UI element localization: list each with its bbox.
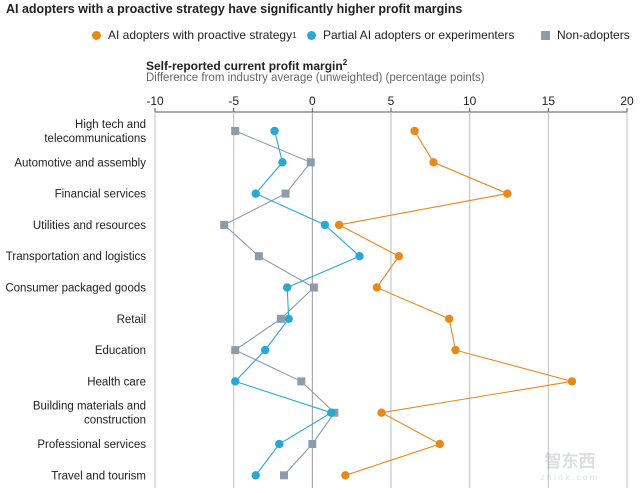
x-tick-label: 0 xyxy=(309,94,316,108)
category-label: Automotive and assembly xyxy=(14,157,146,169)
category-label: Health care xyxy=(87,376,146,388)
x-tick-label: 15 xyxy=(542,94,556,108)
data-point-circle xyxy=(251,189,260,198)
data-point-square xyxy=(280,471,289,480)
data-point-square xyxy=(309,283,318,292)
data-point-circle xyxy=(251,471,260,480)
data-point-square xyxy=(231,346,240,355)
data-point-circle xyxy=(394,252,404,261)
series-line xyxy=(337,130,573,476)
legend-label-proactive: AI adopters with proactive strategy xyxy=(108,28,293,42)
data-point-circle xyxy=(334,220,344,230)
data-point-circle xyxy=(410,126,419,136)
axis-title-text: Self-reported current profit margin xyxy=(146,59,343,73)
category-label: Utilities and resources xyxy=(33,220,146,232)
category-label: Education xyxy=(95,345,146,357)
x-tick-label: -10 xyxy=(146,94,164,108)
category-label: High tech and xyxy=(75,119,146,131)
data-point-circle xyxy=(320,220,330,230)
legend-label-partial: Partial AI adopters or experimenters xyxy=(323,28,515,42)
axis-subtitle: Difference from industry average (unweig… xyxy=(146,72,485,84)
x-tick-label: 10 xyxy=(463,94,477,108)
legend-marker-partial xyxy=(307,30,316,40)
data-point-circle xyxy=(327,408,336,417)
data-point-square xyxy=(254,252,263,261)
legend-item-proactive: AI adopters with proactive strategy 1 xyxy=(92,28,297,42)
data-point-circle xyxy=(260,345,270,355)
legend: AI adopters with proactive strategy 1 Par… xyxy=(0,28,640,46)
data-point-circle xyxy=(278,158,287,167)
data-point-circle xyxy=(445,314,454,323)
data-point-square xyxy=(231,127,240,135)
data-point-circle xyxy=(567,377,577,386)
x-tick-label: -5 xyxy=(228,94,239,108)
watermark-brand: 智东西 xyxy=(545,451,596,472)
data-point-circle xyxy=(341,471,350,480)
data-point-circle xyxy=(435,439,444,449)
data-point-square xyxy=(281,189,290,198)
category-label: Retail xyxy=(117,314,146,326)
watermark-url: zhidx.com xyxy=(541,473,600,482)
data-point-square xyxy=(276,314,285,323)
data-point-circle xyxy=(372,283,382,292)
watermark-logo: 智东西 zhidx.com xyxy=(541,451,600,482)
category-label: Professional services xyxy=(37,439,146,451)
data-point-circle xyxy=(355,252,364,261)
category-label: construction xyxy=(84,415,146,427)
data-point-circle xyxy=(270,126,279,136)
data-point-square xyxy=(220,220,229,229)
data-point-circle xyxy=(275,439,284,449)
data-point-circle xyxy=(284,314,293,323)
category-label: Transportation and logistics xyxy=(6,251,146,263)
data-point-circle xyxy=(429,158,438,167)
series-line xyxy=(234,130,361,476)
category-label: Building materials and xyxy=(33,401,146,413)
category-label: telecommunications xyxy=(44,133,146,145)
data-point-circle xyxy=(377,408,386,417)
chart-title: AI adopters with a proactive strategy ha… xyxy=(6,2,463,16)
category-label: Travel and tourism xyxy=(51,470,146,482)
data-point-square xyxy=(297,377,306,386)
legend-label-non-adopters: Non-adopters xyxy=(557,28,630,42)
data-point-circle xyxy=(282,283,292,292)
legend-marker-non-adopters xyxy=(541,30,550,40)
legend-footnote-mark: 1 xyxy=(292,30,297,40)
data-point-circle xyxy=(451,345,460,355)
data-point-circle xyxy=(231,377,240,386)
data-point-square xyxy=(308,440,317,448)
x-tick-label: 20 xyxy=(620,94,634,108)
axis-title: Self-reported current profit margin2 xyxy=(146,58,347,73)
series-line xyxy=(223,130,336,476)
category-label: Financial services xyxy=(55,189,147,201)
data-point-circle xyxy=(503,189,512,198)
legend-marker-proactive xyxy=(92,30,101,40)
legend-item-non-adopters: Non-adopters xyxy=(541,28,630,42)
data-point-square xyxy=(306,158,315,167)
category-label: Consumer packaged goods xyxy=(5,283,146,295)
legend-item-partial: Partial AI adopters or experimenters xyxy=(307,28,514,42)
axis-title-footnote: 2 xyxy=(342,58,348,67)
x-tick-label: 5 xyxy=(388,94,395,108)
